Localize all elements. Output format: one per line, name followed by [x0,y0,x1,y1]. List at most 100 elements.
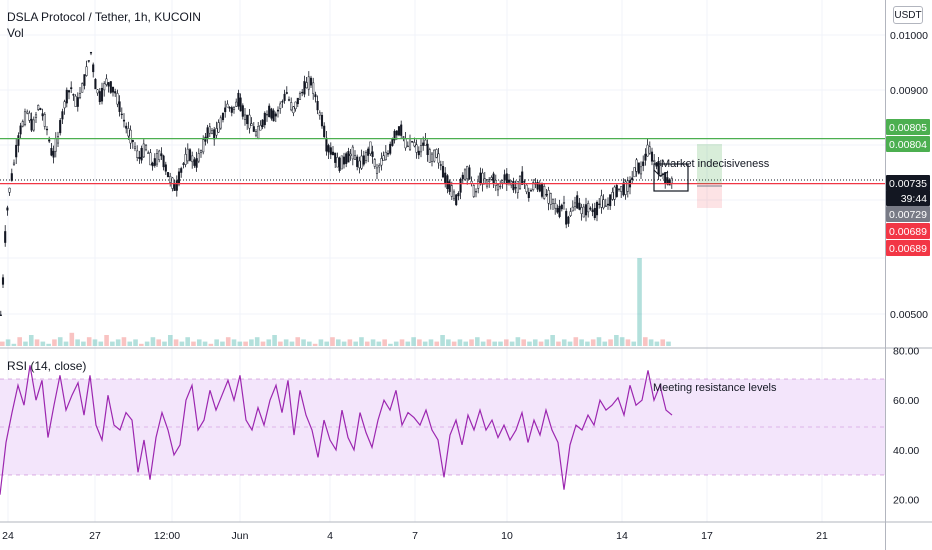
candle-body [230,107,233,113]
candle-body [85,66,88,76]
candle-body [499,185,502,188]
time-tick-label: 21 [816,530,828,542]
volume-bar [428,339,434,346]
candle-body [397,126,401,136]
candle-body [265,113,269,116]
candle-body [631,177,634,181]
volume-bar [220,341,225,346]
candle-body [536,182,539,190]
candle-body [17,135,20,146]
candle-body [131,139,134,143]
candle-body [391,138,394,146]
candle-body [122,119,126,122]
candle-body [648,146,651,154]
candle-body [626,180,629,192]
candle-body [393,130,396,141]
volume-bar [631,341,637,346]
candle-body [404,138,407,149]
candle-body [666,177,669,185]
candle-body [569,211,572,216]
candle-body [239,97,242,112]
candle-body [41,113,44,117]
candle-body [261,119,264,128]
candle-body [551,198,555,204]
candle-body [120,113,123,116]
candle-body [419,145,423,153]
candle-body [116,93,119,105]
price-tag-label: 0.00805 [889,122,927,134]
volume-bar [301,339,306,346]
indecision-rectangle[interactable] [653,163,689,192]
volume-bar [347,339,353,346]
candle-body [56,136,60,144]
candle-body [327,145,330,153]
candle-body [587,203,590,213]
currency-unit-button[interactable]: USDT [893,6,923,24]
price-annotation[interactable]: Market indecisiveness [661,158,770,170]
candle-body [664,172,667,184]
candle-body [573,202,577,207]
price-tag [886,240,930,256]
volume-bar [5,339,11,346]
time-tick-label: Jun [232,530,249,542]
rsi-band [0,379,885,475]
volume-bar [579,339,584,346]
position-profit-zone[interactable] [697,144,722,184]
candle-body [554,203,557,209]
rsi-label[interactable]: RSI (14, close) [7,359,87,373]
candle-body [543,186,546,199]
time-tick-label: 4 [327,530,333,542]
candle-body [15,144,18,158]
candle-body [589,207,592,210]
candle-body [217,122,220,133]
volume-label[interactable]: Vol [7,26,24,40]
candle-body [325,137,328,152]
symbol-title[interactable]: DSLA Protocol / Tether, 1h, KUCOIN [7,10,201,24]
candle-body [375,167,379,174]
candle-body [604,205,607,207]
candle-body [111,86,115,93]
candle-body [270,108,273,119]
candle-body [10,173,13,181]
candle-body [206,127,209,138]
volume-bar [596,337,602,346]
candle-body [19,125,22,135]
candle-body [252,126,255,132]
volume-bar [104,335,109,346]
candle-body [334,152,337,163]
volume-bar [254,337,260,346]
price-tick-label: 0.00900 [890,85,928,97]
volume-bar [446,339,451,346]
candle-body [162,155,165,168]
candle-body [290,102,293,111]
volume-bar [388,343,393,346]
annotation-arrow [653,169,669,177]
candle-body [281,101,284,103]
price-tag-label: 0.00735 [889,178,927,190]
candle-body [576,195,579,209]
candle-body [287,99,291,101]
candle-body [492,173,495,184]
candle-body [160,153,163,157]
time-tick-label: 24 [2,530,14,542]
candle-body [272,110,275,122]
candle-body [400,124,403,136]
volume-bar [573,337,579,346]
candle-body [54,138,57,152]
candle-body [364,152,368,161]
price-tag [886,175,930,191]
volume-bar [133,339,138,346]
candle-body [323,125,326,138]
volume-bar [567,341,573,346]
volume-bar [196,339,202,346]
volume-bar [341,341,347,346]
candle-body [435,149,438,158]
volume-bar [121,337,127,346]
rsi-annotation[interactable]: Meeting resistance levels [653,382,777,394]
candle-body [351,146,354,160]
price-axis-ticks: 0.01000 0.00900 0.00500 [890,30,928,321]
position-loss-zone[interactable] [697,184,722,208]
candle-body [221,112,225,121]
candle-body [208,126,211,134]
